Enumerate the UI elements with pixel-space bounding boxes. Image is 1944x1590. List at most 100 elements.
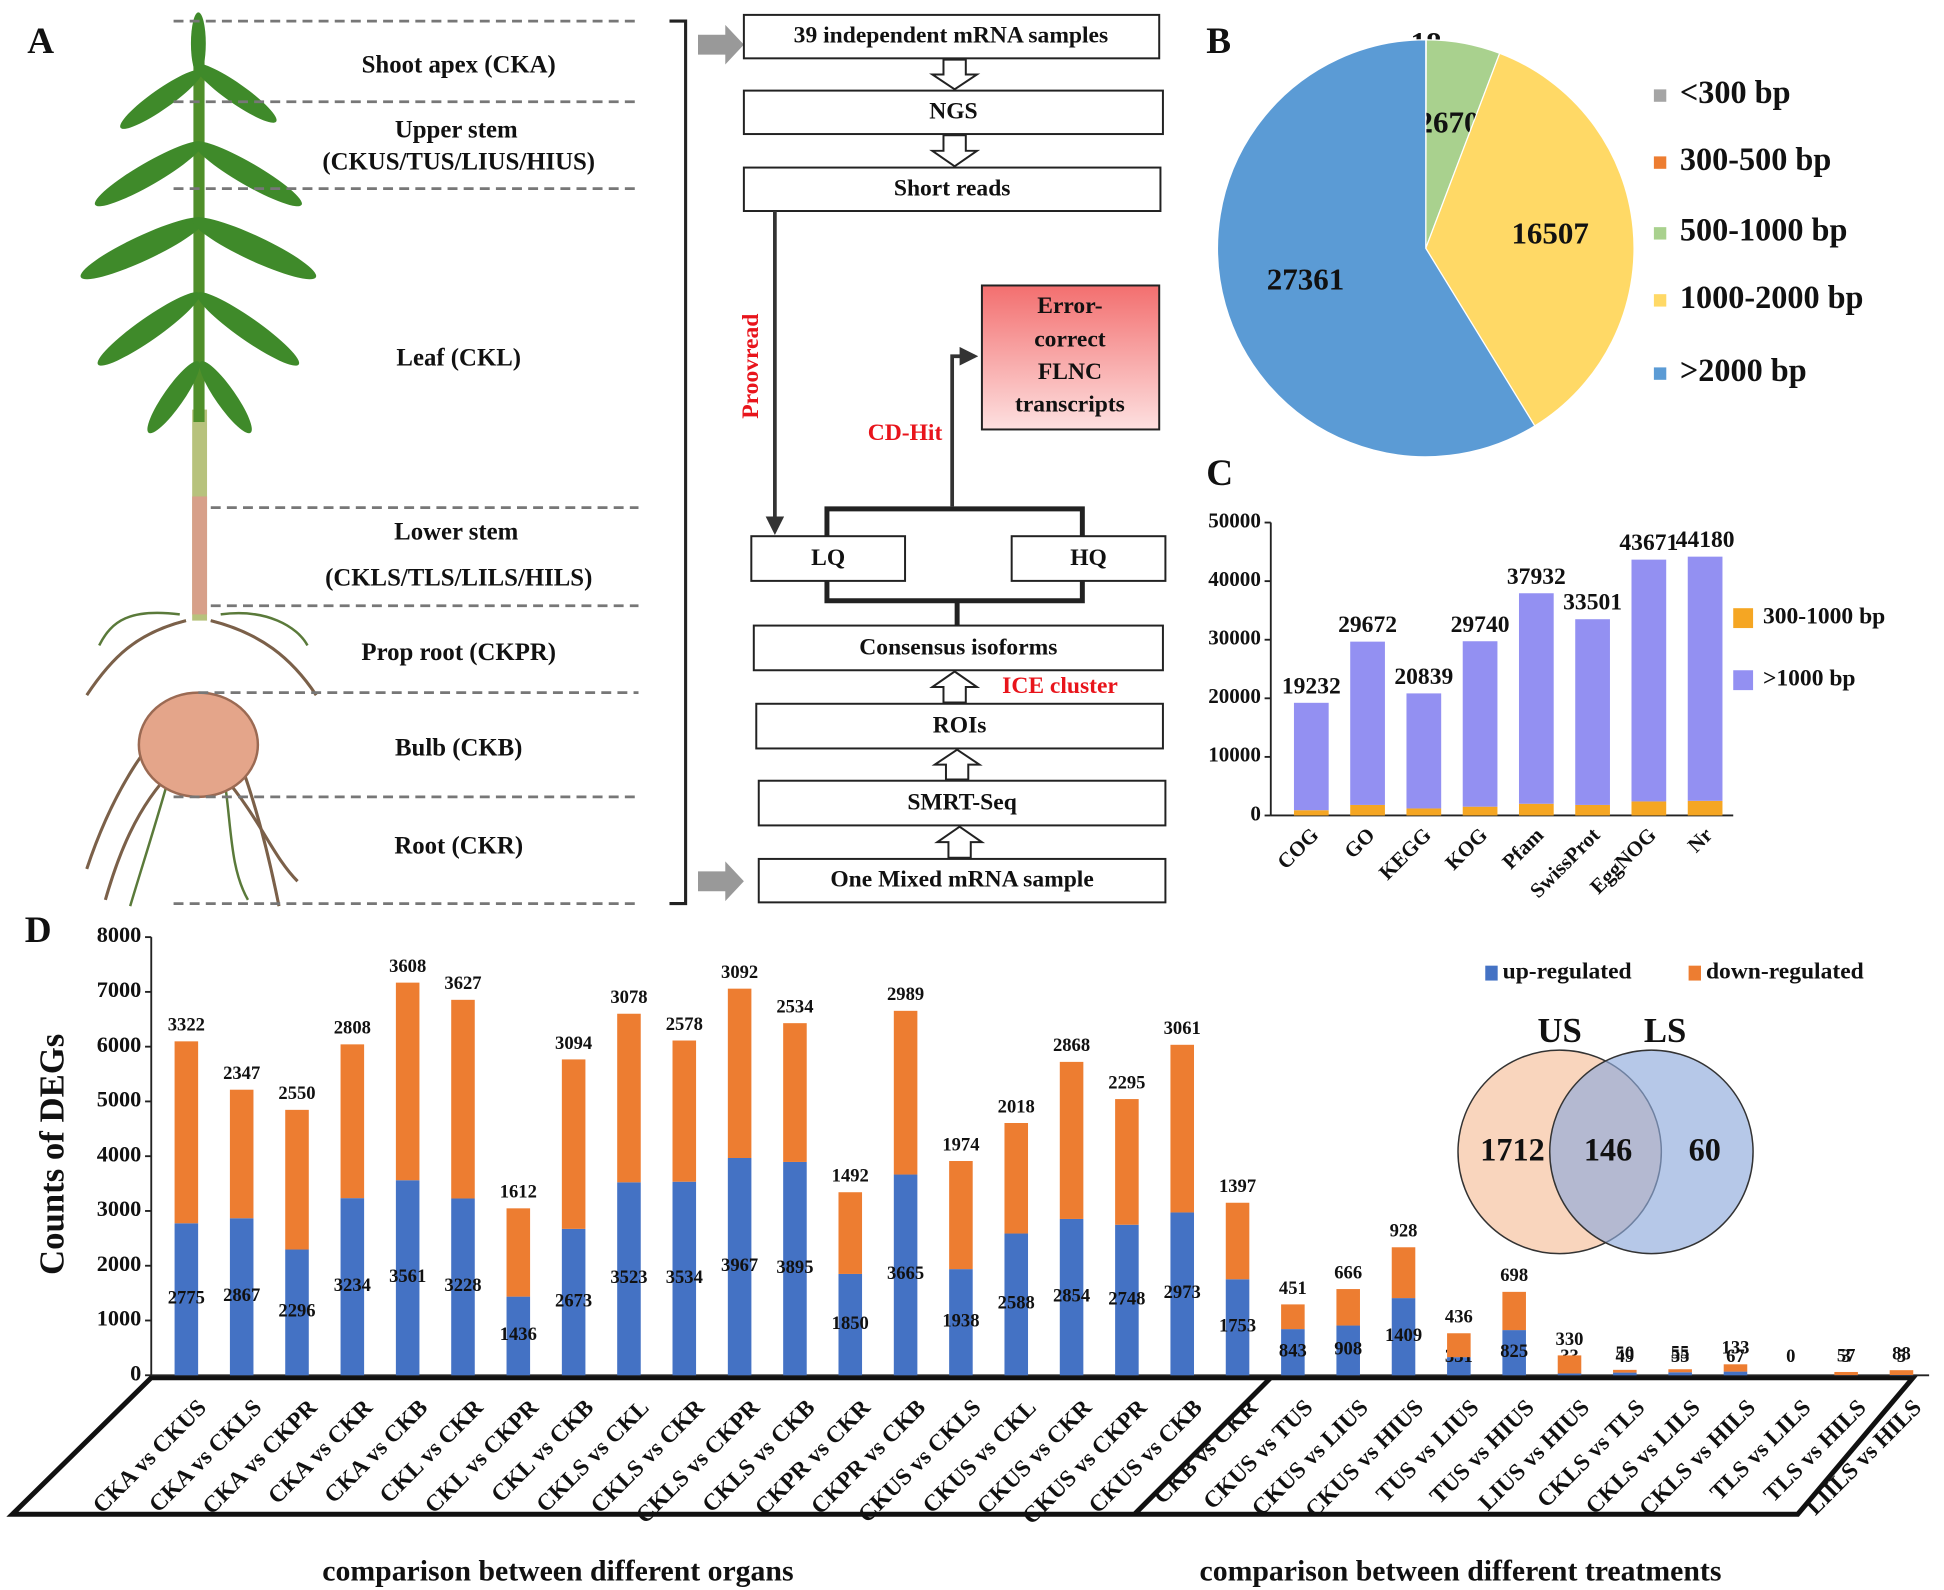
- bar-value-label: 908: [1334, 1339, 1362, 1360]
- bar-segment: [1336, 1289, 1360, 1326]
- venn-count: 1712: [1480, 1131, 1544, 1167]
- bar-segment: [727, 988, 752, 1159]
- bar-segment: [1575, 804, 1610, 816]
- organ-label: Lower stem: [394, 518, 518, 545]
- y-tick-label: 4000: [97, 1141, 142, 1166]
- x-tick-label: GO: [1339, 823, 1379, 863]
- flow-line: [950, 346, 979, 507]
- flow-arrow: [929, 134, 981, 168]
- bar-segment: [1613, 1369, 1637, 1373]
- bar-segment: [1668, 1372, 1692, 1376]
- panel-label: B: [1206, 21, 1231, 62]
- organ-label: Root (CKR): [394, 832, 523, 859]
- bar-segment: [506, 1208, 531, 1297]
- bar-segment: [1225, 1279, 1250, 1376]
- organ-label: Bulb (CKB): [395, 734, 522, 761]
- x-tick-label: Nr: [1683, 823, 1717, 857]
- bar-value-label: 3608: [389, 956, 426, 977]
- bar-value-label: 67: [1726, 1346, 1745, 1367]
- bar-value-label: 1974: [942, 1134, 979, 1155]
- bar-segment: [1350, 804, 1385, 816]
- bar-value-label: 2808: [334, 1018, 371, 1039]
- bar-value-label: 825: [1500, 1341, 1528, 1362]
- bar-segment: [1502, 1291, 1526, 1331]
- bar-value-label: 3078: [610, 987, 647, 1008]
- total-label: 44180: [1676, 527, 1735, 553]
- bar-value-label: 88: [1892, 1344, 1911, 1365]
- bar-value-label: 3: [1841, 1346, 1850, 1367]
- y-tick-label: 0: [1250, 801, 1261, 825]
- bar-value-label: 49: [1616, 1346, 1635, 1367]
- y-tick-label: 5000: [97, 1087, 142, 1112]
- venn-count: 146: [1584, 1131, 1632, 1167]
- bar-value-label: 2867: [223, 1285, 260, 1306]
- organ-label: Prop root (CKPR): [361, 639, 556, 666]
- bar-value-label: 2854: [1053, 1285, 1090, 1306]
- bar-segment: [395, 1180, 420, 1376]
- slice-label: 27361: [1267, 261, 1344, 296]
- y-tick-label: 2000: [97, 1251, 142, 1276]
- step-label: Proovread: [738, 314, 764, 419]
- legend-swatch: [1688, 965, 1701, 981]
- bar-segment: [1391, 1247, 1416, 1299]
- legend-label: <300 bp: [1680, 74, 1791, 110]
- bar-segment: [1059, 1218, 1084, 1376]
- bar-value-label: 2775: [168, 1288, 205, 1309]
- step-label: ICE cluster: [1002, 673, 1118, 699]
- plant-illustration: [80, 12, 318, 907]
- bar-value-label: 1938: [942, 1310, 979, 1331]
- bar-value-label: 50: [1616, 1343, 1635, 1364]
- bar-segment: [1447, 1333, 1471, 1358]
- flow-label: ROIs: [933, 713, 987, 739]
- panel-label: C: [1206, 453, 1233, 494]
- bar-value-label: 2550: [278, 1083, 315, 1104]
- bar-segment: [1557, 1355, 1582, 1374]
- gray-arrow: [698, 861, 744, 902]
- flow-label: Short reads: [894, 175, 1011, 201]
- total-label: 29740: [1451, 612, 1510, 638]
- legend-swatch: [1485, 965, 1498, 981]
- bar-value-label: 3561: [389, 1266, 426, 1287]
- flow-box: [742, 89, 1164, 136]
- bar-segment: [229, 1218, 254, 1376]
- bar-segment: [1518, 803, 1554, 816]
- bar-value-label: 1850: [832, 1313, 869, 1334]
- bar-value-label: 133: [1722, 1338, 1750, 1359]
- flow-box: [757, 857, 1167, 904]
- group-label: comparison between different treatments: [1200, 1555, 1722, 1588]
- bar-segment: [229, 1089, 254, 1219]
- result-box: [980, 284, 1161, 431]
- bar-segment: [1723, 1371, 1748, 1376]
- legend-label: 1000-2000 bp: [1680, 279, 1864, 315]
- x-label-frame: [6, 1375, 1919, 1517]
- bar-segment: [451, 999, 475, 1199]
- bar-segment: [617, 1182, 641, 1376]
- bar-value-label: 3092: [721, 962, 758, 983]
- flow-label: LQ: [811, 545, 845, 571]
- bar-value-label: 2578: [666, 1014, 703, 1035]
- bar-value-label: 1409: [1385, 1325, 1422, 1346]
- y-tick-label: 50000: [1208, 508, 1261, 532]
- bar-segment: [1575, 619, 1610, 805]
- legend-label: 500-1000 bp: [1680, 212, 1847, 248]
- organ-label: (CKLS/TLS/LILS/HILS): [325, 564, 592, 591]
- bar-value-label: 3061: [1164, 1018, 1201, 1039]
- bar-segment: [174, 1223, 199, 1376]
- bar-value-label: 330: [1556, 1329, 1584, 1350]
- bar-value-label: 3322: [168, 1015, 205, 1036]
- bar-segment: [561, 1228, 586, 1376]
- bar-value-label: 1753: [1219, 1316, 1256, 1337]
- bar-segment: [1462, 641, 1498, 807]
- legend-label: 300-1000 bp: [1763, 604, 1885, 630]
- bar-value-label: 436: [1445, 1307, 1473, 1328]
- bar-value-label: 2989: [887, 984, 924, 1005]
- flow-label: One Mixed mRNA sample: [830, 867, 1093, 893]
- bar-segment: [1004, 1123, 1029, 1234]
- result-label: Error-: [1037, 293, 1102, 319]
- flow-box: [752, 624, 1164, 672]
- bar-segment: [285, 1249, 309, 1376]
- panel-label: A: [27, 21, 54, 62]
- y-tick-label: 3000: [97, 1196, 142, 1221]
- bar-segment: [561, 1059, 586, 1229]
- x-tick-label: COG: [1272, 823, 1323, 874]
